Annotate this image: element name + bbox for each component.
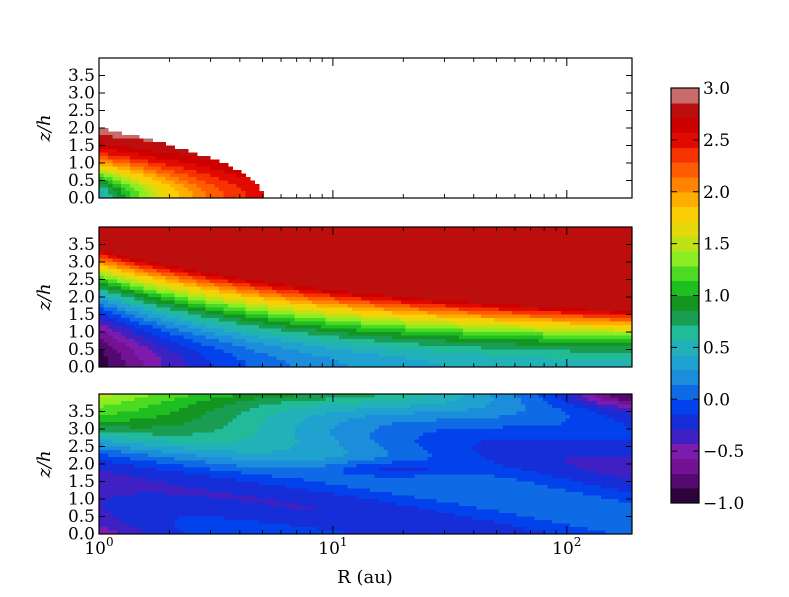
colorbar-segment <box>671 296 699 311</box>
ytick-label-bot: 2.0 <box>68 455 95 475</box>
ytick-label-mid: 1.0 <box>68 323 95 343</box>
ytick-label-mid: 2.5 <box>68 270 95 290</box>
colorbar-segment <box>671 266 699 281</box>
ytick-label-bot: 2.5 <box>68 437 95 457</box>
xtick-label: 100 <box>84 535 113 559</box>
colorbar-segment <box>671 251 699 266</box>
ytick-label-bot: 1.5 <box>68 472 95 492</box>
top-ylabel: z/h <box>34 114 55 142</box>
colorbar-segment <box>671 473 699 488</box>
colorbar-tick-label: 2.0 <box>703 183 730 203</box>
ytick-label-top: 0.5 <box>68 171 95 191</box>
colorbar-tick-label: 2.5 <box>703 131 730 151</box>
colorbar-tick-label: 0.0 <box>703 390 730 410</box>
ytick-label-bot: 0.5 <box>68 507 95 527</box>
colorbar-segment <box>671 399 699 414</box>
colorbar-segment <box>671 355 699 370</box>
colorbar-segment <box>671 207 699 222</box>
ytick-label-mid: 3.5 <box>68 235 95 255</box>
ytick-label-bot: 3.5 <box>68 402 95 422</box>
colorbar-tick-label: 1.0 <box>703 287 730 307</box>
colorbar: 3.0 2.5 2.0 1.5 1.0 0.5 0.0 −0.5 −1.0 <box>671 79 744 514</box>
colorbar-tick-label: 1.5 <box>703 235 730 255</box>
ytick-label-top: 2.0 <box>68 119 95 139</box>
middle-ylabel: z/h <box>34 283 55 311</box>
colorbar-segment <box>671 459 699 474</box>
colorbar-tick-label: −1.0 <box>703 494 744 514</box>
colorbar-segment <box>671 177 699 192</box>
x-axis-label: R (au) <box>337 567 393 588</box>
colorbar-segment <box>671 147 699 162</box>
bottom-ylabel: z/h <box>34 450 55 478</box>
colorbar-segment <box>671 162 699 177</box>
ytick-label-top: 1.5 <box>68 136 95 156</box>
ytick-label-mid: 1.5 <box>68 305 95 325</box>
ytick-label-top: 0.0 <box>68 189 95 209</box>
colorbar-segment <box>671 488 699 503</box>
colorbar-segment <box>671 325 699 340</box>
ytick-label-top: 2.5 <box>68 101 95 121</box>
colorbar-segment <box>671 384 699 399</box>
bottom-panel-field <box>99 394 633 535</box>
colorbar-segment <box>671 88 699 103</box>
colorbar-segment <box>671 310 699 325</box>
top-panel-field <box>99 128 264 199</box>
colorbar-tick-label: 3.0 <box>703 79 730 99</box>
colorbar-tick-label: 0.5 <box>703 338 730 358</box>
colorbar-segment <box>671 414 699 429</box>
xtick-label: 101 <box>318 535 347 559</box>
colorbar-segment <box>671 118 699 133</box>
colorbar-segment <box>671 281 699 296</box>
ytick-label-bot: 3.0 <box>68 420 95 440</box>
middle-panel-field <box>99 227 633 368</box>
ytick-label-mid: 3.0 <box>68 253 95 273</box>
ytick-label-mid: 2.0 <box>68 288 95 308</box>
ytick-label-top: 3.0 <box>68 84 95 104</box>
colorbar-segment <box>671 429 699 444</box>
ytick-label-top: 3.5 <box>68 66 95 86</box>
ytick-label-bot: 1.0 <box>68 490 95 510</box>
ytick-label-mid: 0.0 <box>68 358 95 378</box>
colorbar-segment <box>671 221 699 236</box>
colorbar-segment <box>671 103 699 118</box>
colorbar-segment <box>671 370 699 385</box>
colorbar-segment <box>671 192 699 207</box>
xtick-label: 102 <box>552 535 581 559</box>
colorbar-tick-label: −0.5 <box>703 442 744 462</box>
ytick-label-mid: 0.5 <box>68 340 95 360</box>
ytick-label-top: 1.0 <box>68 154 95 174</box>
